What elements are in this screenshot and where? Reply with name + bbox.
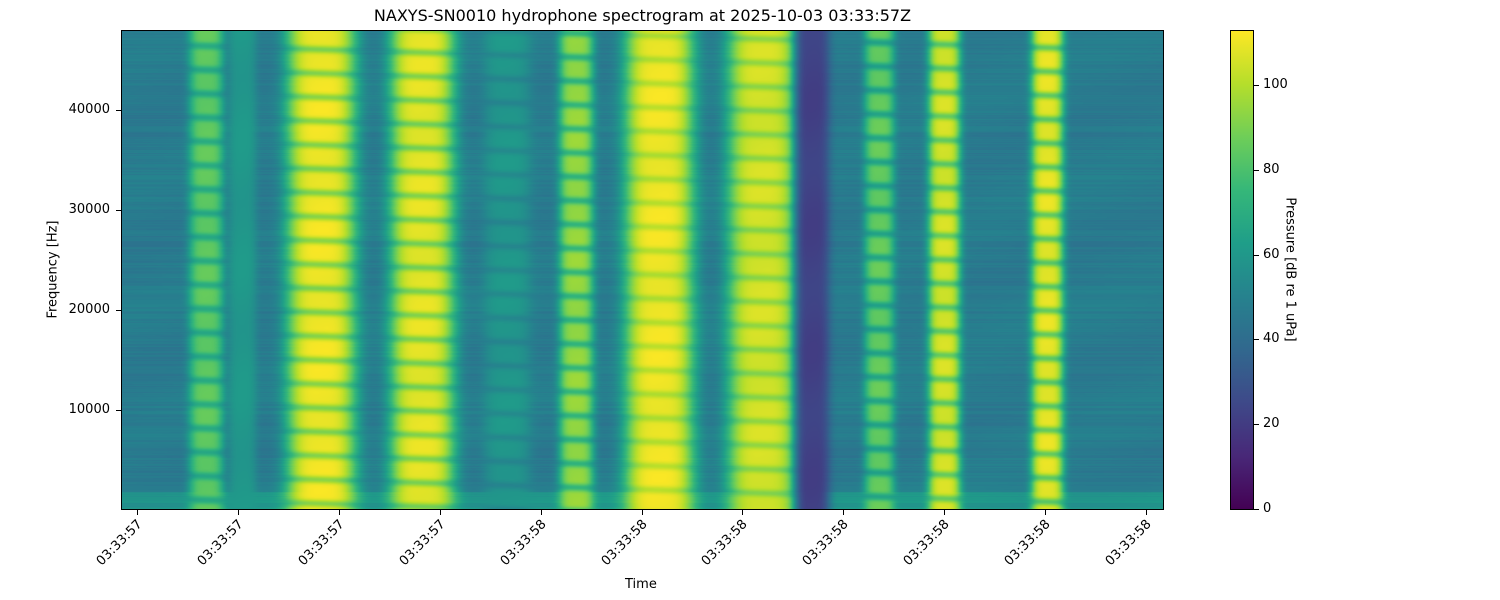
colorbar-tick-label: 20 [1263,416,1280,432]
colorbar-label: Pressure [dB re 1 uPa] [1282,197,1298,342]
colorbar-tick-mark [1254,339,1259,341]
x-tick-mark [338,510,340,515]
x-tick-label: 03:33:58 [900,517,953,569]
y-tick-mark [116,210,121,211]
x-tick-label: 03:33:57 [194,517,247,569]
x-tick-mark [742,510,744,515]
colorbar-tick-label: 60 [1263,246,1280,262]
colorbar-tick-label: 0 [1263,501,1272,516]
colorbar-tick-mark [1254,169,1259,171]
y-tick-label: 40000 [68,102,110,117]
x-tick-mark [137,510,138,515]
x-tick-label: 03:33:58 [497,517,550,569]
x-tick-label: 03:33:58 [1001,517,1054,569]
x-tick-label: 03:33:57 [295,517,348,569]
spectrogram-plot-area [121,30,1164,510]
colorbar-tick-mark [1254,85,1259,87]
x-tick-label: 03:33:57 [396,517,449,569]
y-tick-mark [116,310,121,311]
x-tick-label: 03:33:58 [598,517,651,569]
x-tick-label: 03:33:58 [699,517,751,569]
y-tick-label: 20000 [68,302,110,317]
x-tick-mark [540,510,542,515]
colorbar-tick-mark [1254,424,1259,426]
x-tick-label: 03:33:58 [800,517,852,569]
colorbar-tick-mark [1254,254,1259,256]
x-axis-label: Time [625,577,657,592]
colorbar-tick-mark [1254,509,1259,510]
colorbar-tick-label: 40 [1263,331,1280,347]
x-tick-mark [641,510,643,515]
y-tick-label: 10000 [68,402,110,417]
x-tick-mark [237,510,239,515]
y-axis-label: Frequency [Hz] [45,220,61,319]
x-tick-mark [439,510,441,515]
spectrogram-image [122,31,1163,509]
x-tick-mark [1146,510,1147,515]
chart-title: NAXYS-SN0010 hydrophone spectrogram at 2… [373,6,912,25]
x-tick-label: 03:33:58 [1102,517,1155,569]
colorbar-tick-label: 100 [1263,77,1288,93]
x-tick-mark [944,510,946,515]
x-tick-mark [843,510,845,515]
colorbar-tick-label: 80 [1263,161,1280,177]
y-tick-mark [116,410,121,411]
y-tick-label: 30000 [68,202,110,217]
x-tick-label: 03:33:57 [93,517,146,569]
x-tick-mark [1045,510,1047,515]
y-tick-mark [116,110,121,111]
colorbar [1230,30,1254,510]
